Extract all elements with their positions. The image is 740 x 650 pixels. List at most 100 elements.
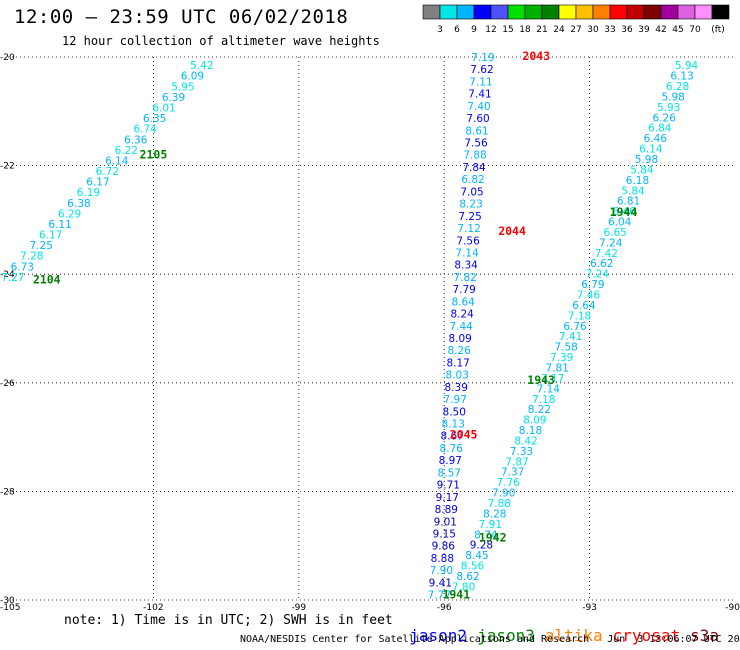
wave-height-value: 7.91 xyxy=(479,519,502,531)
wave-height-value: 6.09 xyxy=(181,71,204,83)
color-scale-label: 39 xyxy=(638,25,650,35)
wave-height-value: 8.64 xyxy=(451,296,475,308)
wave-height-value: 6.17 xyxy=(86,177,109,189)
wave-height-value: 9.41 xyxy=(429,577,452,589)
pass-time-label: 2045 xyxy=(450,427,478,441)
x-tick-label: -90 xyxy=(725,603,740,610)
wave-height-value: 8.09 xyxy=(523,415,546,427)
wave-height-value: 7.56 xyxy=(456,235,480,247)
wave-height-value: 9.28 xyxy=(470,540,493,552)
wave-height-value: 6.46 xyxy=(612,206,636,218)
wave-height-value: 7.42 xyxy=(595,248,618,260)
color-scale-label: 42 xyxy=(655,25,666,35)
wave-height-value: 7.76 xyxy=(496,477,520,489)
pass-time-label: 2044 xyxy=(498,224,526,238)
wave-height-value: 6.84 xyxy=(648,123,672,135)
wave-height-value: 8.88 xyxy=(431,553,454,565)
y-tick-label: -22 xyxy=(0,162,15,172)
color-scale-label: 12 xyxy=(485,25,496,35)
wave-height-value: 6.74 xyxy=(133,124,157,136)
wave-height-value: 7.84 xyxy=(462,162,486,174)
wave-height-value: 8.45 xyxy=(465,550,488,562)
footnote: note: 1) Time is in UTC; 2) SWH is in fe… xyxy=(64,613,393,628)
wave-height-value: 7.88 xyxy=(463,150,486,162)
wave-height-value: 7.56 xyxy=(464,138,488,150)
wave-height-value: 8.28 xyxy=(483,508,506,520)
wave-height-value: 8.89 xyxy=(435,504,458,516)
wave-height-value: 6.82 xyxy=(461,174,484,186)
wave-height-value: 7.17 xyxy=(541,373,564,385)
wave-height-value: 7.28 xyxy=(20,251,43,263)
wave-height-value: 5.95 xyxy=(171,81,194,93)
generated-timestamp: Jun 3 13:06:07 UTC 2018 xyxy=(607,634,740,645)
color-scale-label: 6 xyxy=(454,25,460,35)
wave-height-value: 6.73 xyxy=(11,261,34,273)
wave-height-value: 7.24 xyxy=(586,269,610,281)
wave-height-value: 8.74 xyxy=(474,529,498,541)
color-scale-label: 9 xyxy=(471,25,477,35)
color-scale-bar: 3 6 9 12 15 18 21 24 27 30 33 36 39 42 45 70 (ft) xyxy=(422,4,730,35)
wave-height-value: 9.15 xyxy=(433,528,456,540)
wave-height-value: 6.17 xyxy=(39,230,62,242)
y-tick-label: -26 xyxy=(0,379,15,389)
wave-height-value: 7.18 xyxy=(532,394,555,406)
wave-height-value: 6.39 xyxy=(162,92,185,104)
color-scale-label: 21 xyxy=(536,25,547,35)
pass-time-label: 2104 xyxy=(33,273,61,287)
wave-height-value: 5.84 xyxy=(630,164,654,176)
pass-time-label: 2105 xyxy=(140,148,168,162)
color-scale-label: 15 xyxy=(502,25,513,35)
wave-height-value: 7.19 xyxy=(471,52,494,64)
wave-height-value: 9.86 xyxy=(432,541,456,553)
wave-height-value: 6.46 xyxy=(644,133,668,145)
wave-height-value: 8.23 xyxy=(459,199,482,211)
wave-height-value: 5.93 xyxy=(657,102,680,114)
x-tick-label: -105 xyxy=(0,603,20,610)
wave-height-value: 5.98 xyxy=(661,91,684,103)
wave-height-value: 6.79 xyxy=(581,279,604,291)
wave-height-value: 7.39 xyxy=(550,352,573,364)
wave-height-value: 8.67 xyxy=(441,431,464,443)
color-scale-label: 36 xyxy=(621,25,633,35)
color-scale-label: 45 xyxy=(672,25,683,35)
wave-height-value: 7.11 xyxy=(469,76,492,88)
wave-height-value: 8.42 xyxy=(514,435,537,447)
wave-height-value: 7.62 xyxy=(470,64,493,76)
color-scale-label: 24 xyxy=(553,25,565,35)
y-tick-label: -28 xyxy=(0,487,15,497)
wave-height-value: 7.81 xyxy=(546,362,569,374)
wave-height-value: 7.87 xyxy=(505,456,528,468)
wave-height-value: 6.64 xyxy=(572,300,596,312)
map-title: 12:00 – 23:59 UTC 06/02/2018 xyxy=(14,6,349,28)
color-swatch xyxy=(711,4,730,20)
wave-height-value: 8.09 xyxy=(448,333,471,345)
wave-height-value: 5.94 xyxy=(675,60,699,72)
wave-height-value: 6.19 xyxy=(77,187,100,199)
wave-height-value: 6.81 xyxy=(617,196,640,208)
wave-height-value: 6.13 xyxy=(670,71,693,83)
wave-height-value: 5.98 xyxy=(635,154,658,166)
y-tick-label: -24 xyxy=(0,270,15,280)
wave-height-value: 7.14 xyxy=(537,383,561,395)
credit-footer: NOAA/NESDIS Center for Satellite Applica… xyxy=(240,634,740,645)
wave-height-value: 7.58 xyxy=(554,342,577,354)
wave-height-value: 7.37 xyxy=(501,467,524,479)
wave-height-value: 7.60 xyxy=(466,113,489,125)
x-tick-label: -96 xyxy=(437,603,452,610)
wave-height-value: 9.71 xyxy=(437,480,460,492)
wave-height-value: 8.57 xyxy=(438,467,461,479)
wave-height-value: 7.14 xyxy=(455,247,479,259)
pass-time-label: 1941 xyxy=(442,588,470,602)
wave-height-value: 6.04 xyxy=(608,217,632,229)
wave-height-value: 6.28 xyxy=(666,81,689,93)
wave-height-value: 6.35 xyxy=(143,113,166,125)
wave-height-value: 8.03 xyxy=(446,370,469,382)
x-tick-label: -99 xyxy=(291,603,306,610)
color-scale-label: 3 xyxy=(437,25,443,35)
wave-height-value: 7.25 xyxy=(30,240,53,252)
wave-height-value: 6.65 xyxy=(603,227,626,239)
x-tick-label: -102 xyxy=(143,603,163,610)
wave-height-value: 7.77 xyxy=(428,590,451,602)
wave-height-value: 8.61 xyxy=(465,125,488,137)
color-scale-label: 33 xyxy=(604,25,615,35)
